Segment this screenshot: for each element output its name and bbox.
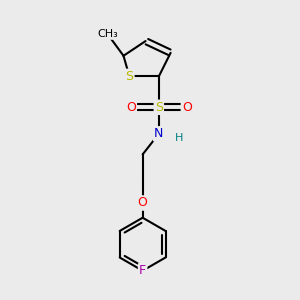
- Text: O: O: [182, 101, 192, 114]
- Text: CH₃: CH₃: [97, 29, 118, 39]
- Text: O: O: [126, 101, 136, 114]
- Text: F: F: [139, 264, 146, 277]
- Text: N: N: [154, 127, 164, 140]
- Text: S: S: [155, 101, 163, 114]
- Text: H: H: [175, 133, 184, 143]
- Text: O: O: [138, 196, 148, 209]
- Text: S: S: [125, 70, 134, 83]
